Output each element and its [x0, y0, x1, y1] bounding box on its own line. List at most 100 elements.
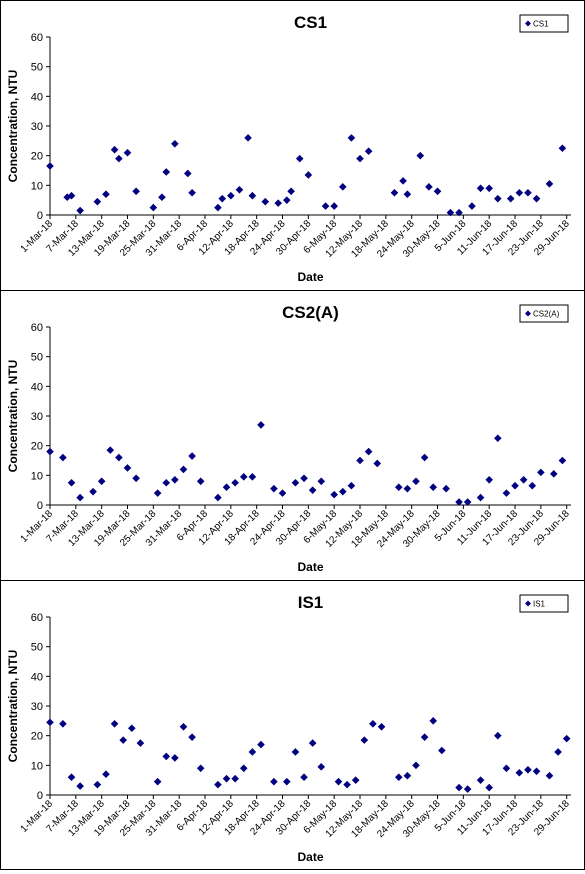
data-point: [420, 453, 429, 462]
y-tick-label: 50: [31, 352, 43, 364]
data-point: [283, 196, 291, 204]
data-point: [274, 199, 283, 207]
data-point: [304, 171, 313, 179]
data-point: [196, 477, 205, 486]
data-point: [537, 468, 545, 477]
data-point: [338, 183, 347, 191]
data-point: [214, 203, 222, 212]
data-point: [179, 722, 188, 731]
data-point: [364, 147, 373, 156]
data-point: [351, 776, 360, 784]
data-point: [227, 191, 235, 200]
data-point: [171, 754, 179, 762]
y-axis-title: Concentration, NTU: [6, 70, 20, 183]
data-point: [295, 154, 304, 163]
data-point: [270, 484, 278, 493]
data-point: [528, 481, 537, 490]
data-point: [214, 780, 222, 789]
data-point: [46, 718, 54, 727]
data-point: [270, 777, 278, 786]
data-point: [412, 477, 420, 486]
data-point: [476, 184, 485, 193]
y-tick-label: 0: [37, 500, 43, 512]
data-point: [278, 489, 287, 497]
y-tick-label: 10: [31, 760, 43, 772]
y-axis-title: Concentration, NTU: [6, 360, 20, 473]
data-point: [403, 190, 412, 199]
data-point: [364, 447, 373, 456]
data-point: [446, 208, 455, 217]
y-tick-label: 40: [31, 381, 43, 393]
data-point: [438, 746, 446, 755]
data-point: [162, 478, 171, 487]
data-point: [429, 717, 438, 725]
data-point: [463, 498, 472, 506]
data-point: [476, 776, 485, 784]
data-point: [416, 151, 425, 160]
data-point: [136, 739, 145, 747]
data-point: [502, 764, 511, 773]
x-axis-title: Date: [297, 560, 323, 574]
data-point: [502, 489, 511, 497]
y-tick-label: 10: [31, 470, 43, 482]
y-tick-label: 60: [31, 612, 43, 624]
data-point: [390, 188, 399, 197]
chart-panel-is1: IS1 0 10 20 30 40 50 60 1-Mar-18 7-Mar-18 13-Mar-1…: [0, 580, 585, 870]
legend-label: CS2(A): [533, 310, 560, 319]
data-point: [106, 446, 115, 454]
data-point: [93, 780, 102, 789]
data-point: [519, 475, 528, 484]
data-point: [257, 421, 265, 429]
legend: IS1: [519, 594, 569, 613]
y-tick-label: 0: [37, 210, 43, 222]
y-tick-label: 40: [31, 91, 43, 103]
data-point: [102, 190, 110, 199]
y-tick-label: 20: [31, 731, 43, 743]
data-point: [76, 206, 84, 215]
chart-panel-cs1: CS1 0 10 20 30 40 50 60 1-Mar-18 7-Mar-18 13-Mar-1…: [0, 0, 585, 291]
data-point: [343, 780, 351, 789]
y-tick-label: 50: [31, 62, 43, 74]
y-tick-label: 20: [31, 441, 43, 453]
data-point: [429, 483, 438, 491]
data-point: [558, 456, 567, 465]
data-point: [287, 187, 295, 196]
data-point: [412, 761, 420, 770]
y-axis-title: Concentration, NTU: [6, 650, 20, 763]
data-point: [442, 484, 450, 493]
y-tick-label: 50: [31, 642, 43, 654]
data-point: [545, 771, 554, 780]
data-point: [330, 490, 338, 499]
data-point: [515, 188, 524, 197]
data-point: [554, 748, 562, 756]
data-point: [261, 197, 270, 206]
data-point: [394, 483, 403, 491]
data-point: [188, 452, 196, 460]
data-point: [123, 464, 132, 472]
chart-title: CS1: [294, 13, 327, 32]
data-point: [463, 785, 472, 793]
data-point: [494, 434, 502, 443]
data-point: [545, 180, 554, 188]
chart-title: IS1: [298, 593, 324, 612]
legend: CS2(A): [519, 304, 569, 323]
legend-box: [519, 594, 569, 613]
y-tick-label: 30: [31, 121, 43, 133]
data-point: [59, 720, 67, 728]
data-point: [403, 771, 412, 780]
data-point: [97, 477, 106, 486]
data-point: [317, 763, 326, 771]
data-point: [46, 162, 54, 170]
data-point: [377, 722, 386, 731]
legend-box: [519, 14, 569, 33]
data-point: [360, 736, 369, 744]
data-point: [347, 134, 356, 142]
data-point: [93, 197, 102, 206]
data-point: [494, 194, 502, 203]
data-point: [476, 493, 485, 502]
data-point: [67, 773, 76, 781]
y-tick-label: 10: [31, 180, 43, 192]
data-point: [171, 475, 179, 484]
data-point: [102, 770, 110, 779]
data-point: [425, 183, 433, 191]
